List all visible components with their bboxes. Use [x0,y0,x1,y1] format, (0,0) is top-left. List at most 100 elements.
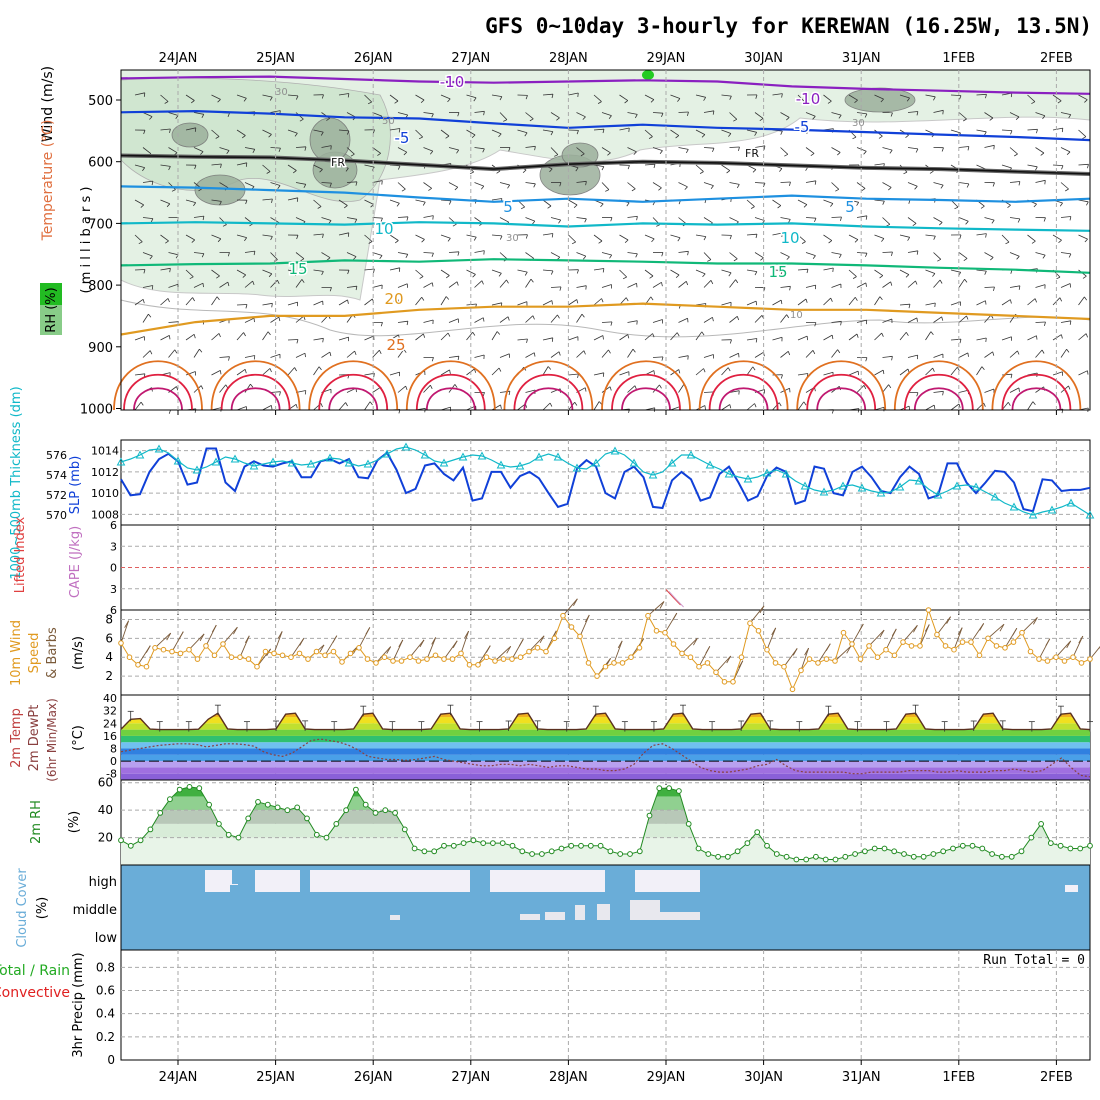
wind-barb-flag [1036,129,1038,134]
wind-barb-flag [431,282,434,287]
wind-barb-staff [882,182,892,188]
wind-barb-flag [242,274,246,278]
wind-speed-point [840,629,847,636]
wind-barb-flag [432,215,434,220]
wind-barb-flag [941,147,944,152]
wind-barb-staff [848,297,856,306]
warm-contour-loop [123,374,193,411]
rh-point [950,845,956,852]
wind-barb-flag [658,187,662,191]
wind-barb-staff [211,333,220,341]
wind-barb-flag [981,366,985,370]
wind-barb-flag [701,134,706,138]
lifted-index-label: Lifted Index [13,516,28,593]
wind-barb-flag [830,297,833,302]
wind-barb-staff [542,366,549,376]
wind-barb-staff [619,334,629,341]
wind-speed-point [1053,654,1059,661]
bottom-date-label: 27JAN [451,1070,490,1085]
wind-barb-staff [772,232,783,236]
wind-barb-staff [958,315,967,323]
warm-contour-loop [621,387,671,411]
surface-barb-staff [528,635,545,652]
wind-barb-staff [805,112,816,117]
rh-point [539,851,545,857]
thickness-point [344,458,354,467]
wind-barb-flag [752,169,757,173]
wind-barb-staff [372,147,381,154]
wind-barb-flag [622,276,627,280]
wind-barb-flag [303,184,307,188]
temp-ytick-label: 8 [110,743,117,756]
warm-contour-loop [405,360,496,411]
isotherm-label: 15 [288,260,307,278]
wind-speed-point [951,646,957,653]
wind-barb-flag [150,218,154,223]
wind-barb-staff [703,110,714,113]
surface-barb-flag [659,601,665,609]
surface-barb-flag [913,625,918,633]
wind-barb-staff [491,198,502,201]
wind-barb-staff [695,368,704,376]
wind-barb-staff [831,216,842,218]
wind-barb-staff [1001,129,1013,131]
slp-line [120,447,1091,513]
wind-barb-staff [976,93,987,96]
wind-barb-flag [1069,216,1072,221]
wind-barb-flag [454,384,458,388]
wind-barb-flag [301,279,305,283]
wind-speed-point [560,612,566,619]
wind-barb-flag [754,403,757,408]
surface-barb-flag [1066,640,1072,649]
wind-speed-point [611,660,617,666]
wind-barb-staff [1027,94,1036,102]
wind-barb-staff [160,335,170,341]
wind-barb-staff [313,129,324,133]
isotherm-label: 10 [780,229,799,247]
wind-barb-staff [287,339,299,341]
temp-label-c: (6hr Min/Max) [45,698,59,782]
temp-units-label: (°C) [71,725,86,751]
wind-barb-flag [398,128,401,133]
wind-barb-staff [678,182,688,188]
thickness-point [933,490,943,499]
wind-barb-staff [780,252,790,258]
wind-barb-staff [1052,334,1062,341]
top-date-label: 2FEB [1040,51,1073,66]
wind-barb-staff [576,217,587,220]
warm-contour-loop [523,387,574,411]
wind-speed-point [466,662,473,668]
wind-barb-staff [958,182,969,185]
isotherm-label: FR [331,156,345,169]
surface-barb-staff [154,632,172,649]
wind-barb-flag [167,298,170,303]
wind-barb-flag [781,93,783,98]
precip-units-label: 3hr Precip (mm) [71,952,86,1057]
wind-barb-flag [1034,298,1037,303]
wind-speed-point [254,663,260,670]
temp-band [121,767,1090,774]
thickness-ytick-label: 570 [46,509,67,522]
wind-barb-staff [474,317,484,323]
wind-barb-staff [550,351,560,358]
surface-barb-flag [771,627,777,636]
wind-barb-flag [169,268,171,273]
wind-barb-staff [193,112,204,115]
wind-speed-point [1002,645,1008,651]
wind-barb-staff [525,145,536,148]
wind-barb-flag [941,316,944,321]
wind-speed-point [500,656,507,662]
surface-barb-flag [485,645,491,653]
wind-barb-staff [721,129,732,134]
wind-barb-staff [244,383,251,393]
surface-barb-flag [858,623,864,632]
wind-barb-staff [313,269,324,272]
wind-barb-flag [882,200,885,205]
top-date-label: 30JAN [744,51,783,66]
wind-speed-point [245,656,252,662]
temp-band [121,723,1090,730]
wind-barb-flag [1056,276,1061,280]
wind-barb-flag [405,254,409,258]
wind-barb-flag [575,167,579,172]
thickness-point [800,481,810,490]
